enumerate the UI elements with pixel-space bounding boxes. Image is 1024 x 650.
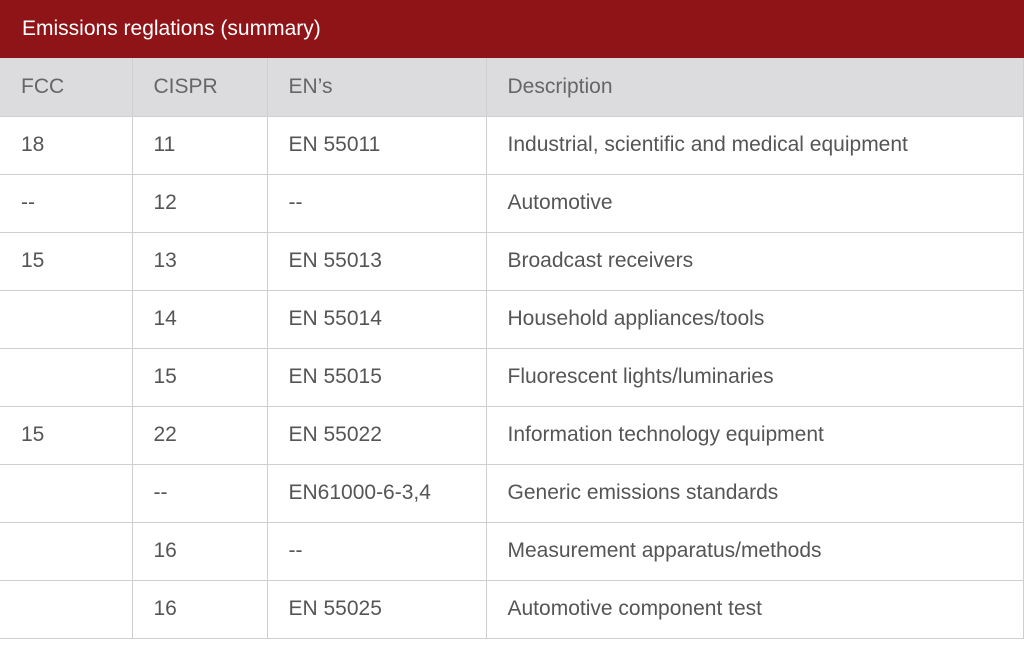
description-cell: Generic emissions standards [485, 463, 1024, 523]
table-row: 15 22 EN 55022 Information technology equip… [0, 405, 1024, 465]
en-cell: -- [266, 521, 487, 581]
fcc-cell [0, 289, 133, 349]
cispr-cell: 11 [131, 115, 268, 175]
column-header-fcc: FCC [0, 58, 133, 117]
cispr-cell: 12 [131, 173, 268, 233]
column-header-en: EN’s [266, 58, 487, 117]
fcc-cell: 15 [0, 231, 133, 291]
en-cell: EN 55014 [266, 289, 487, 349]
fcc-cell: -- [0, 173, 133, 233]
fcc-cell: 18 [0, 115, 133, 175]
table-row: -- EN61000-6-3,4 Generic emissions standar… [0, 463, 1024, 523]
en-cell: EN 55015 [266, 347, 487, 407]
table-row: 18 11 EN 55011 Industrial, scientific and m… [0, 115, 1024, 175]
en-cell: EN 55011 [266, 115, 487, 175]
en-cell: EN 55013 [266, 231, 487, 291]
column-header-cispr: CISPR [131, 58, 268, 117]
fcc-cell [0, 347, 133, 407]
cispr-cell: 16 [131, 521, 268, 581]
fcc-cell [0, 521, 133, 581]
cispr-cell: 16 [131, 579, 268, 639]
fcc-cell [0, 463, 133, 523]
column-header-description: Description [485, 58, 1024, 117]
en-cell: EN 55022 [266, 405, 487, 465]
description-cell: Automotive component test [485, 579, 1024, 639]
cispr-cell: -- [131, 463, 268, 523]
en-cell: -- [266, 173, 487, 233]
table-title: Emissions reglations (summary) [0, 0, 1024, 58]
table-row: 16 -- Measurement apparatus/methods [0, 521, 1024, 581]
fcc-cell: 15 [0, 405, 133, 465]
header-row: FCC CISPR EN’s Description [0, 58, 1024, 117]
en-cell: EN 55025 [266, 579, 487, 639]
description-cell: Measurement apparatus/methods [485, 521, 1024, 581]
cispr-cell: 13 [131, 231, 268, 291]
emissions-table: FCC CISPR EN’s Description 18 11 EN 55011 I… [0, 58, 1024, 639]
description-cell: Information technology equipment [485, 405, 1024, 465]
table-row: -- 12 -- Automotive [0, 173, 1024, 233]
table-row: 15 13 EN 55013 Broadcast receivers [0, 231, 1024, 291]
description-cell: Household appliances/tools [485, 289, 1024, 349]
en-cell: EN61000-6-3,4 [266, 463, 487, 523]
description-cell: Broadcast receivers [485, 231, 1024, 291]
fcc-cell [0, 579, 133, 639]
cispr-cell: 15 [131, 347, 268, 407]
description-cell: Fluorescent lights/luminaries [485, 347, 1024, 407]
cispr-cell: 14 [131, 289, 268, 349]
table-row: 15 EN 55015 Fluorescent lights/luminaries [0, 347, 1024, 407]
table-row: 16 EN 55025 Automotive component test [0, 579, 1024, 639]
table-row: 14 EN 55014 Household appliances/tools [0, 289, 1024, 349]
description-cell: Automotive [485, 173, 1024, 233]
description-cell: Industrial, scientific and medical equip… [485, 115, 1024, 175]
cispr-cell: 22 [131, 405, 268, 465]
